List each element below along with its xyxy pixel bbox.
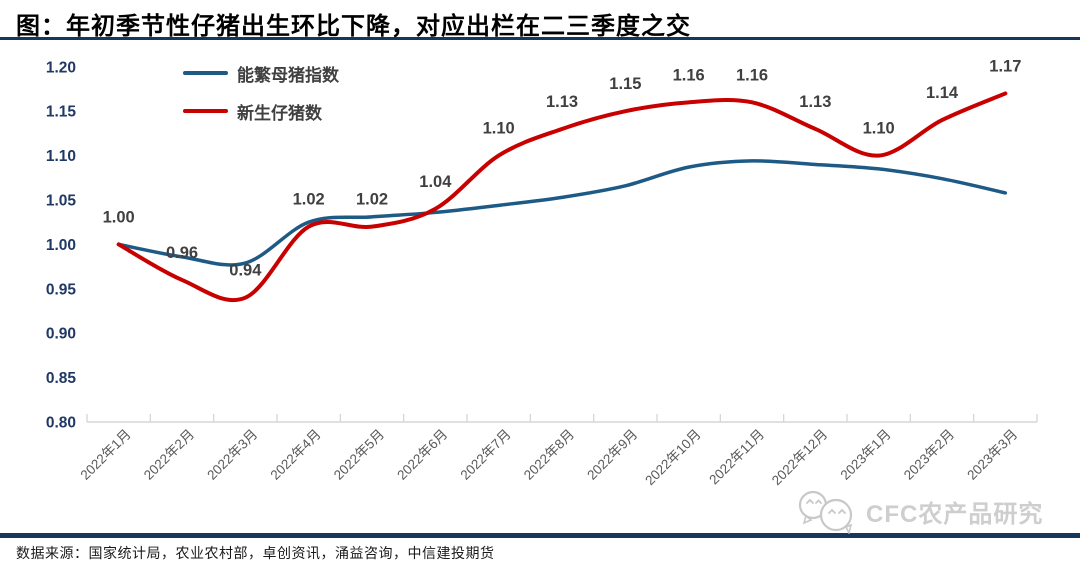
- svg-text:1.04: 1.04: [419, 173, 452, 191]
- chart-title: 图：年初季节性仔猪出生环比下降，对应出栏在二三季度之交: [16, 13, 691, 40]
- watermark: CFC农产品研究: [796, 488, 1043, 534]
- svg-text:2022年10月: 2022年10月: [642, 427, 704, 489]
- svg-text:1.10: 1.10: [46, 148, 76, 165]
- svg-text:1.05: 1.05: [46, 193, 77, 210]
- svg-text:1.16: 1.16: [736, 66, 768, 84]
- svg-text:2022年3月: 2022年3月: [204, 427, 260, 483]
- svg-text:1.16: 1.16: [673, 66, 705, 84]
- svg-text:0.96: 0.96: [166, 244, 198, 262]
- svg-text:0.90: 0.90: [46, 326, 76, 343]
- watermark-label: CFC农产品研究: [866, 500, 1044, 528]
- svg-text:2023年1月: 2023年1月: [838, 427, 894, 483]
- svg-text:0.95: 0.95: [46, 281, 77, 298]
- svg-text:0.85: 0.85: [46, 370, 77, 387]
- svg-text:2023年2月: 2023年2月: [901, 427, 957, 483]
- svg-text:1.20: 1.20: [46, 59, 76, 76]
- svg-text:1.02: 1.02: [356, 191, 388, 209]
- svg-text:1.17: 1.17: [989, 57, 1021, 75]
- svg-text:1.14: 1.14: [926, 84, 959, 102]
- svg-text:2022年9月: 2022年9月: [584, 427, 640, 483]
- chart-legend: 能繁母猪指数 新生仔猪数: [183, 61, 339, 123]
- svg-text:2022年11月: 2022年11月: [706, 427, 767, 488]
- svg-text:1.10: 1.10: [863, 120, 895, 138]
- svg-text:1.10: 1.10: [483, 120, 515, 138]
- data-source-note: 数据来源：国家统计局，农业农村部，卓创资讯，涌益咨询，中信建投期货: [16, 545, 495, 561]
- legend-line-swatch-blue: [183, 71, 228, 75]
- svg-text:2022年8月: 2022年8月: [521, 427, 577, 483]
- svg-text:1.02: 1.02: [293, 191, 325, 209]
- svg-text:1.15: 1.15: [46, 104, 77, 121]
- svg-text:2022年5月: 2022年5月: [331, 427, 387, 483]
- legend-item-newborn-piglets: 新生仔猪数: [183, 99, 339, 123]
- svg-text:2022年4月: 2022年4月: [268, 427, 324, 483]
- legend-item-sow-index: 能繁母猪指数: [183, 61, 339, 85]
- legend-label-sow-index: 能繁母猪指数: [237, 65, 339, 85]
- svg-text:1.13: 1.13: [799, 93, 831, 111]
- svg-text:1.13: 1.13: [546, 93, 578, 111]
- bottom-rule: [0, 533, 1080, 538]
- svg-text:2022年12月: 2022年12月: [769, 427, 831, 489]
- title-underline-rule: [0, 37, 1080, 40]
- legend-label-newborn-piglets: 新生仔猪数: [237, 103, 322, 123]
- legend-line-swatch-red: [183, 109, 228, 113]
- svg-text:1.00: 1.00: [46, 237, 76, 254]
- svg-text:0.94: 0.94: [229, 262, 262, 280]
- cfc-logo-icon: [798, 490, 853, 534]
- svg-text:2022年6月: 2022年6月: [394, 427, 450, 483]
- svg-text:2022年7月: 2022年7月: [458, 427, 514, 483]
- svg-text:2022年2月: 2022年2月: [141, 427, 197, 483]
- svg-text:0.80: 0.80: [46, 415, 76, 432]
- svg-text:2023年3月: 2023年3月: [964, 427, 1020, 483]
- svg-text:1.00: 1.00: [103, 208, 135, 226]
- svg-text:1.15: 1.15: [609, 75, 641, 93]
- svg-text:2022年1月: 2022年1月: [78, 427, 134, 483]
